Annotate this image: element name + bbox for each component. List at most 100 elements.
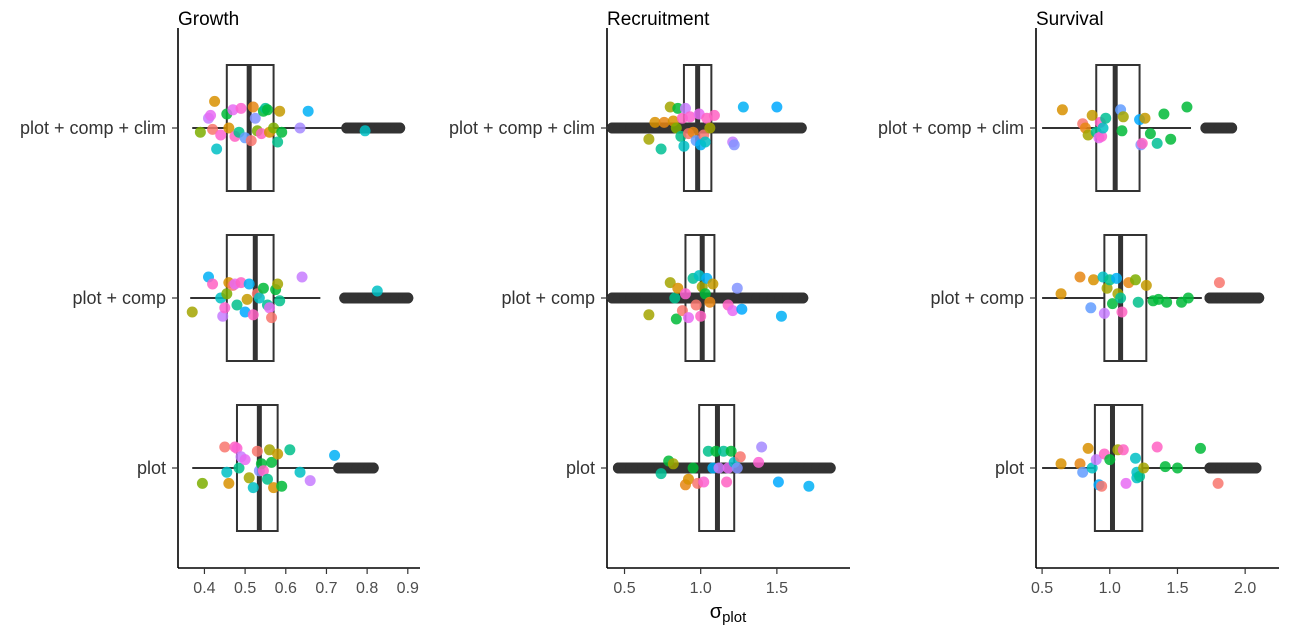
data-point xyxy=(302,105,314,117)
x-tick-label: 2.0 xyxy=(1234,580,1256,597)
panel-growth: Growth plot + comp + clim plot + comp plot… xyxy=(20,9,420,597)
data-point xyxy=(1111,272,1123,284)
outlier-point xyxy=(750,122,762,134)
data-point xyxy=(209,95,221,107)
outlier-point xyxy=(810,462,822,474)
x-axis-label-symbol: σ xyxy=(710,601,723,623)
x-tick-label: 0.5 xyxy=(613,580,635,597)
data-point xyxy=(266,456,278,468)
data-point xyxy=(186,306,198,318)
outlier-point xyxy=(759,292,771,304)
data-point xyxy=(227,104,239,116)
data-point xyxy=(221,466,233,478)
outlier-point xyxy=(402,292,414,304)
x-axis-label: σplot xyxy=(710,601,747,626)
x-tick-label: 1.0 xyxy=(690,580,712,597)
panel-survival: Survival plot + comp + clim plot + comp pl… xyxy=(878,9,1279,597)
data-point xyxy=(241,293,253,305)
outlier-point xyxy=(349,122,361,134)
y-tick-label: plot xyxy=(137,458,166,478)
data-point xyxy=(1117,111,1129,123)
outlier-point xyxy=(782,292,794,304)
y-tick-label: plot + comp + clim xyxy=(449,118,595,138)
data-point xyxy=(687,126,699,138)
data-point xyxy=(1100,112,1112,124)
data-point xyxy=(266,312,278,324)
data-point xyxy=(296,271,308,283)
data-point xyxy=(1056,104,1068,116)
y-tick-label: plot xyxy=(566,458,595,478)
data-point xyxy=(698,476,710,488)
data-point xyxy=(736,303,748,315)
outlier-point xyxy=(765,122,777,134)
y-tick-label: plot + comp xyxy=(930,288,1024,308)
x-tick-label: 0.5 xyxy=(234,580,256,597)
data-point xyxy=(737,101,749,113)
data-point xyxy=(1159,461,1171,473)
data-point xyxy=(772,476,784,488)
outlier-point xyxy=(774,292,786,304)
data-point xyxy=(1139,112,1151,124)
data-point xyxy=(245,135,257,147)
data-point xyxy=(695,310,707,322)
outlier-point xyxy=(367,462,379,474)
boxplot-plot-comp-clim xyxy=(1042,64,1238,192)
data-point xyxy=(268,482,280,494)
y-tick-label: plot + comp + clim xyxy=(878,118,1024,138)
data-point xyxy=(1096,130,1108,142)
data-point xyxy=(643,309,655,321)
data-point xyxy=(247,101,259,113)
panel-recruitment: Recruitment plot + comp + clim plot + com… xyxy=(449,9,850,597)
outlier-point xyxy=(751,292,763,304)
data-point xyxy=(247,482,259,494)
data-point xyxy=(655,468,667,480)
data-point xyxy=(257,282,269,294)
x-tick-label: 0.6 xyxy=(275,580,297,597)
x-tick-label: 1.5 xyxy=(1166,580,1188,597)
boxplot-plot-comp-clim xyxy=(606,64,807,192)
data-point xyxy=(710,445,722,457)
data-point xyxy=(1116,306,1128,318)
data-point xyxy=(771,101,783,113)
data-point xyxy=(329,449,341,461)
outlier-point xyxy=(788,462,800,474)
data-point xyxy=(294,466,306,478)
data-point xyxy=(678,140,690,152)
data-point xyxy=(1151,441,1163,453)
outlier-point xyxy=(789,292,801,304)
data-point xyxy=(756,441,768,453)
data-point xyxy=(1161,296,1173,308)
data-point xyxy=(1077,466,1089,478)
data-point xyxy=(1165,133,1177,145)
data-point xyxy=(1212,477,1224,489)
y-tick-label: plot + comp xyxy=(72,288,166,308)
data-point xyxy=(235,102,247,114)
y-tick-label: plot + comp + clim xyxy=(20,118,166,138)
data-point xyxy=(734,451,746,463)
x-tick-label: 0.8 xyxy=(356,580,378,597)
data-point xyxy=(708,109,720,121)
data-point xyxy=(1182,292,1194,304)
data-point xyxy=(670,122,682,134)
outlier-point xyxy=(339,292,351,304)
outlier-point xyxy=(341,122,353,134)
data-point xyxy=(1130,452,1142,464)
data-point xyxy=(718,445,730,457)
x-tick-label: 0.9 xyxy=(397,580,419,597)
data-point xyxy=(1090,454,1102,466)
outlier-point xyxy=(373,122,385,134)
data-point xyxy=(1144,128,1156,140)
data-point xyxy=(704,122,716,134)
panel-title: Recruitment xyxy=(607,9,710,30)
data-point xyxy=(727,305,739,317)
outlier-point xyxy=(795,122,807,134)
data-point xyxy=(728,139,740,151)
data-point xyxy=(725,445,737,457)
data-point xyxy=(1132,296,1144,308)
data-point xyxy=(803,480,815,492)
outlier-point xyxy=(381,122,393,134)
data-point xyxy=(699,136,711,148)
data-point xyxy=(207,278,219,290)
